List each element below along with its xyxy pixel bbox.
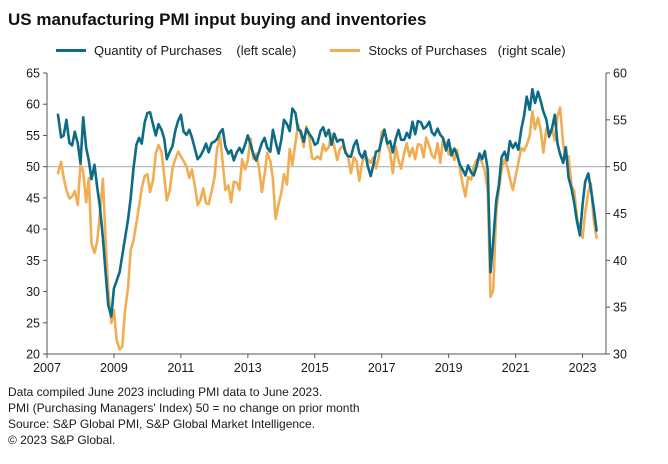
left-axis-tick-label-40: 40: [26, 223, 40, 237]
legend-item-stocks-of-purchases: Stocks of Purchases (right scale): [330, 42, 566, 58]
left-axis-tick-label-55: 55: [26, 129, 40, 143]
legend-label-quantity-of-purchases: Quantity of Purchases: [94, 42, 222, 58]
legend-label-stocks-of-purchases: Stocks of Purchases: [368, 42, 487, 58]
footnote-copyright: © 2023 S&P Global.: [8, 433, 116, 447]
legend-note-left-scale: (left scale): [236, 42, 297, 58]
chart-title: US manufacturing PMI input buying and in…: [8, 10, 427, 29]
x-axis-tick-label-2019: 2019: [435, 361, 463, 375]
left-axis-tick-label-45: 45: [26, 191, 40, 205]
x-axis-tick-label-2017: 2017: [368, 361, 396, 375]
legend-swatch-stocks-of-purchases: [330, 48, 361, 52]
left-axis-tick-label-35: 35: [26, 254, 40, 268]
series-line-quantity-of-purchases: [56, 87, 598, 318]
left-axis-tick-label-25: 25: [26, 316, 40, 330]
right-axis-tick-label-45: 45: [613, 207, 627, 221]
x-axis-tick-label-2011: 2011: [167, 361, 194, 375]
right-axis-tick-label-55: 55: [613, 113, 627, 127]
x-axis-tick-label-2021: 2021: [502, 361, 530, 375]
footnote-data-compiled: Data compiled June 2023 including PMI da…: [8, 385, 323, 399]
right-axis-tick-label-50: 50: [613, 160, 627, 174]
right-axis-tick-label-30: 30: [613, 348, 627, 362]
footnotes: Data compiled June 2023 including PMI da…: [8, 384, 360, 448]
x-axis-tick-label-2015: 2015: [301, 361, 329, 375]
right-axis-tick-label-35: 35: [613, 301, 627, 315]
series-line-stocks-of-purchases: [56, 106, 598, 351]
right-axis-tick-label-40: 40: [613, 254, 627, 268]
legend: Quantity of Purchases (left scale) Stock…: [56, 41, 600, 59]
legend-swatch-quantity-of-purchases: [56, 48, 86, 52]
left-axis-tick-label-65: 65: [26, 67, 40, 81]
legend-note-right-scale: (right scale): [497, 42, 566, 58]
left-axis-tick-label-30: 30: [26, 285, 40, 299]
x-axis-tick-label-2009: 2009: [100, 361, 128, 375]
footnote-source: Source: S&P Global PMI, S&P Global Marke…: [8, 417, 316, 431]
left-axis-tick-label-20: 20: [26, 348, 40, 362]
legend-item-quantity-of-purchases: Quantity of Purchases (left scale): [56, 43, 296, 58]
left-axis-tick-label-50: 50: [26, 160, 40, 174]
footnote-pmi-definition: PMI (Purchasing Managers' Index) 50 = no…: [8, 401, 360, 415]
right-axis-tick-label-60: 60: [613, 67, 627, 81]
x-axis-tick-label-2007: 2007: [33, 361, 61, 375]
line-chart: 20 25 30 35 40 45 50 55 60 65 30 35 40 45 50 55 60 2007 20…: [26, 67, 627, 376]
left-axis-tick-label-60: 60: [26, 98, 40, 112]
x-axis-tick-label-2013: 2013: [234, 361, 262, 375]
x-axis-tick-label-2023: 2023: [569, 361, 597, 375]
